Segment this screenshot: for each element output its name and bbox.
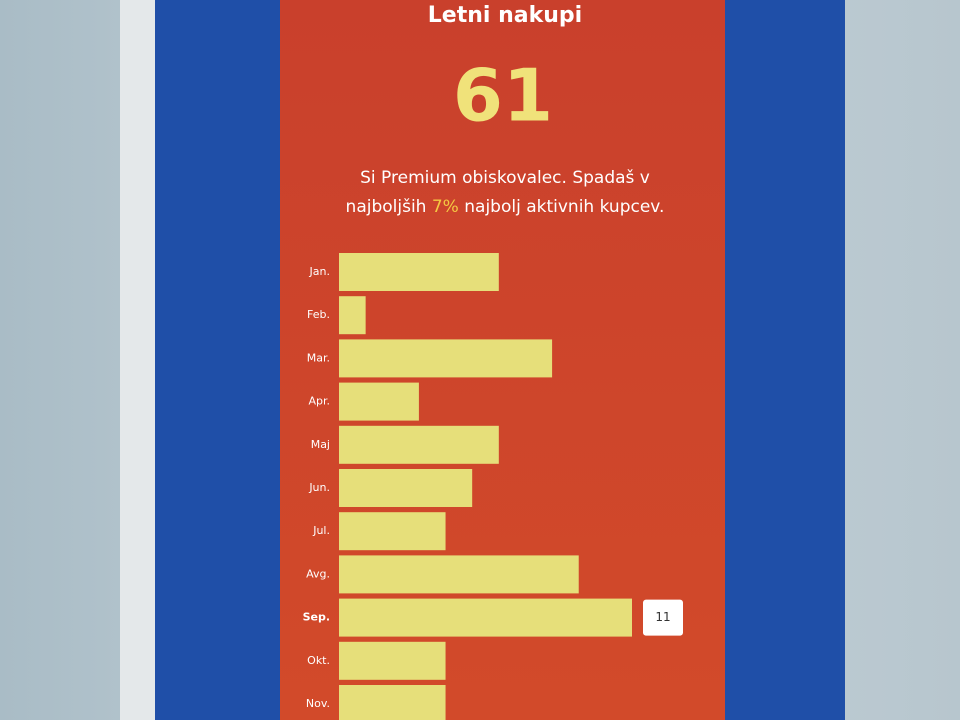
frame	[120, 0, 156, 720]
category-label: Jan.	[309, 265, 330, 278]
subtitle-part: najboljših	[346, 197, 432, 217]
category-label: Apr.	[308, 395, 330, 408]
category-label: Jun.	[308, 481, 330, 494]
category-label: Mar.	[307, 351, 330, 364]
bar	[339, 296, 366, 335]
category-label: Okt.	[307, 654, 330, 667]
subtitle-part: najbolj aktivnih kupcev.	[459, 197, 665, 217]
category-label: Maj	[311, 438, 330, 451]
bar	[339, 425, 499, 464]
total: 61	[453, 54, 553, 138]
category-label: Avg.	[306, 567, 330, 580]
bar	[339, 555, 579, 594]
bar	[339, 598, 632, 637]
bar	[339, 339, 553, 378]
bar	[339, 512, 446, 551]
category-label: Sep.	[303, 611, 330, 624]
category-label: Jul.	[312, 524, 330, 537]
subtitle: Si Premium obiskovalec. Spadaš v	[360, 168, 650, 188]
bar	[339, 685, 446, 723]
value-label: 11	[655, 610, 670, 624]
subtitle: najboljših 7% najbolj aktivnih kupcev.	[346, 197, 665, 217]
title: Letni nakupi	[428, 3, 582, 28]
subtitle-highlight: 7%	[432, 197, 459, 217]
category-label: Feb.	[307, 308, 330, 321]
bar	[339, 382, 419, 421]
category-label: Nov.	[306, 697, 330, 710]
bar	[339, 253, 499, 291]
bar	[339, 641, 446, 680]
bar	[339, 469, 473, 507]
value-badge	[643, 599, 683, 636]
